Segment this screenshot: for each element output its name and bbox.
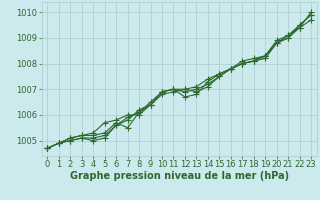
X-axis label: Graphe pression niveau de la mer (hPa): Graphe pression niveau de la mer (hPa) — [70, 171, 289, 181]
